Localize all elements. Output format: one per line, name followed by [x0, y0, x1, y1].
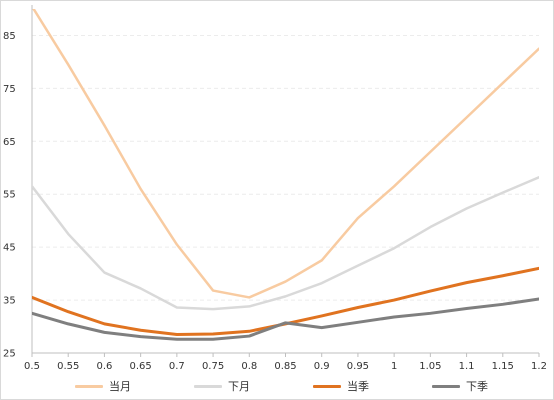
x-tick-label: 0.65: [130, 361, 152, 372]
y-tick-label: 85: [3, 31, 16, 42]
legend-swatch: [432, 384, 460, 388]
legend-item-4: 下季: [432, 375, 488, 397]
y-tick-label: 55: [3, 190, 16, 201]
series-line-3: [32, 266, 539, 336]
y-tick-label: 25: [3, 349, 16, 360]
legend-item-2: 下月: [194, 375, 250, 397]
legend-swatch: [313, 384, 341, 388]
y-axis-ticks: 25 35 45 55 65 75 85: [3, 31, 16, 360]
legend-label: 下月: [228, 380, 250, 393]
x-tick-label: 1.2: [531, 361, 547, 372]
x-tick-label: 0.5: [24, 361, 40, 372]
legend-label: 当月: [109, 380, 131, 393]
y-tick-label: 65: [3, 137, 16, 148]
x-axis-ticks: 0.5 0.55 0.6 0.65 0.7 0.75 0.8 0.85 0.9 0.95 1 1.05…: [24, 353, 547, 372]
series-lines: [32, 9, 539, 341]
legend-label: 下季: [466, 380, 488, 393]
y-tick-label: 45: [3, 243, 16, 254]
x-tick-label: 1.15: [492, 361, 514, 372]
x-tick-label: 0.9: [314, 361, 330, 372]
x-tick-label: 1.05: [419, 361, 441, 372]
series-line-2: [32, 176, 539, 311]
x-tick-label: 0.7: [169, 361, 185, 372]
x-tick-label: 1: [391, 361, 397, 372]
legend-swatch: [75, 384, 103, 388]
x-tick-label: 0.6: [96, 361, 112, 372]
y-tick-label: 35: [3, 296, 16, 307]
series-line-4: [32, 297, 539, 341]
x-tick-label: 0.75: [202, 361, 224, 372]
gridlines: [32, 34, 539, 301]
x-tick-label: 0.85: [274, 361, 296, 372]
legend-item-1: 当月: [75, 375, 131, 397]
x-tick-label: 1.1: [459, 361, 475, 372]
series-line-1: [32, 9, 539, 299]
x-tick-label: 0.95: [347, 361, 369, 372]
legend-label: 当季: [347, 380, 369, 393]
legend-item-3: 当季: [313, 375, 369, 397]
x-tick-label: 0.8: [241, 361, 257, 372]
x-tick-label: 0.55: [57, 361, 79, 372]
axes: [31, 5, 539, 354]
legend: 当月 下月 当季 下季: [1, 375, 554, 397]
legend-swatch: [194, 384, 222, 388]
y-tick-label: 75: [3, 84, 16, 95]
